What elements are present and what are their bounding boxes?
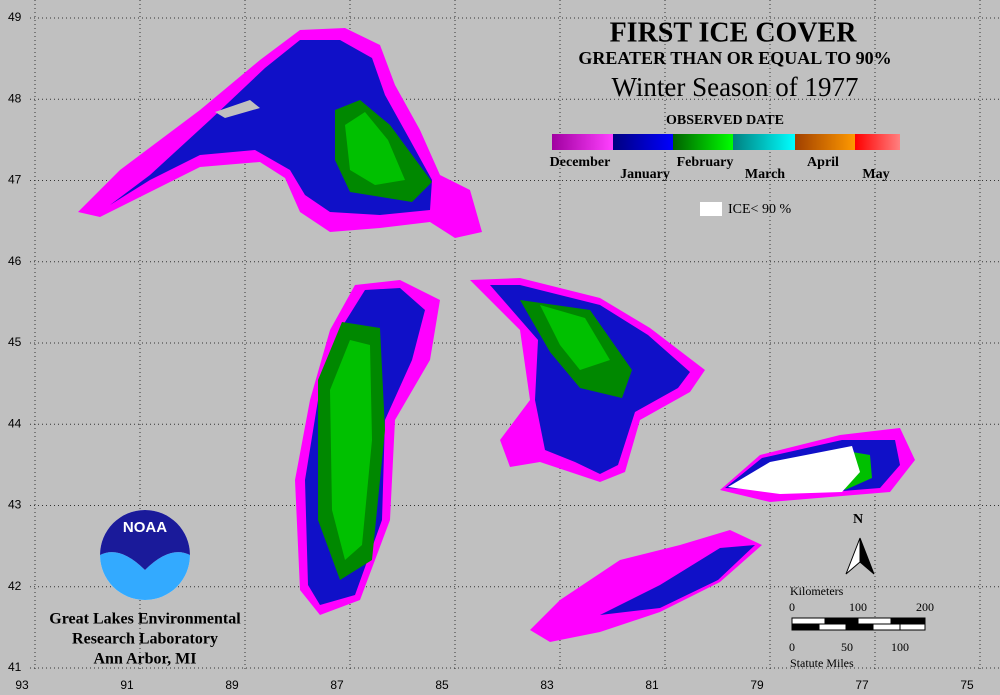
scale-bar <box>791 617 926 631</box>
logo-text: NOAA <box>123 519 167 536</box>
legend-bar <box>552 134 900 150</box>
credit: Great Lakes Environmental <box>49 611 241 628</box>
longitude-label: 89 <box>225 678 239 692</box>
legend-title: OBSERVED DATE <box>666 113 784 128</box>
longitude-label: 87 <box>330 678 344 692</box>
latitude-label: 46 <box>8 254 22 268</box>
season: Winter Season of 1977 <box>611 72 858 102</box>
credit: Ann Arbor, MI <box>94 651 197 668</box>
latitude-label: 48 <box>8 91 22 105</box>
legend-label: February <box>677 155 734 170</box>
ice-label: ICE< 90 % <box>728 202 791 217</box>
legend-label: December <box>550 155 611 170</box>
latitude-label: 49 <box>8 10 22 24</box>
longitude-label: 83 <box>540 678 554 692</box>
scale-km-label: Kilometers <box>790 584 844 598</box>
latitude-label: 44 <box>8 416 22 430</box>
scale-miles-label: Statute Miles <box>790 656 854 670</box>
scale-tick: 0 <box>789 640 795 654</box>
scale-tick: 100 <box>891 640 909 654</box>
longitude-label: 93 <box>15 678 29 692</box>
longitude-label: 91 <box>120 678 134 692</box>
north-arrow <box>859 537 875 575</box>
lake-erie <box>530 530 762 642</box>
legend-label: March <box>745 167 785 182</box>
scale-tick: 200 <box>916 600 934 614</box>
scale-tick: 0 <box>789 600 795 614</box>
subtitle: GREATER THAN OR EQUAL TO 90% <box>578 48 891 68</box>
scale-tick: 50 <box>841 640 853 654</box>
legend-label: January <box>620 167 670 182</box>
latitude-label: 42 <box>8 579 22 593</box>
longitude-label: 81 <box>645 678 659 692</box>
legend-label: April <box>807 155 839 170</box>
longitude-label: 75 <box>960 678 974 692</box>
noaa-logo: NOAA <box>100 510 190 600</box>
longitude-label: 79 <box>750 678 764 692</box>
lake-ontario <box>720 428 915 502</box>
longitude-label: 85 <box>435 678 449 692</box>
latitude-label: 45 <box>8 335 22 349</box>
north-label: N <box>853 512 863 527</box>
latitude-label: 43 <box>8 498 22 512</box>
legend-label: May <box>862 167 889 182</box>
lake-michigan <box>295 280 440 615</box>
credit: Research Laboratory <box>72 631 218 648</box>
ice-swatch <box>700 202 722 216</box>
scale-tick: 100 <box>849 600 867 614</box>
latitude-label: 47 <box>8 173 22 187</box>
title: FIRST ICE COVER <box>610 17 858 48</box>
latitude-label: 41 <box>8 660 22 674</box>
lake-huron <box>470 278 705 482</box>
longitude-label: 77 <box>855 678 869 692</box>
lake-superior <box>78 28 482 238</box>
